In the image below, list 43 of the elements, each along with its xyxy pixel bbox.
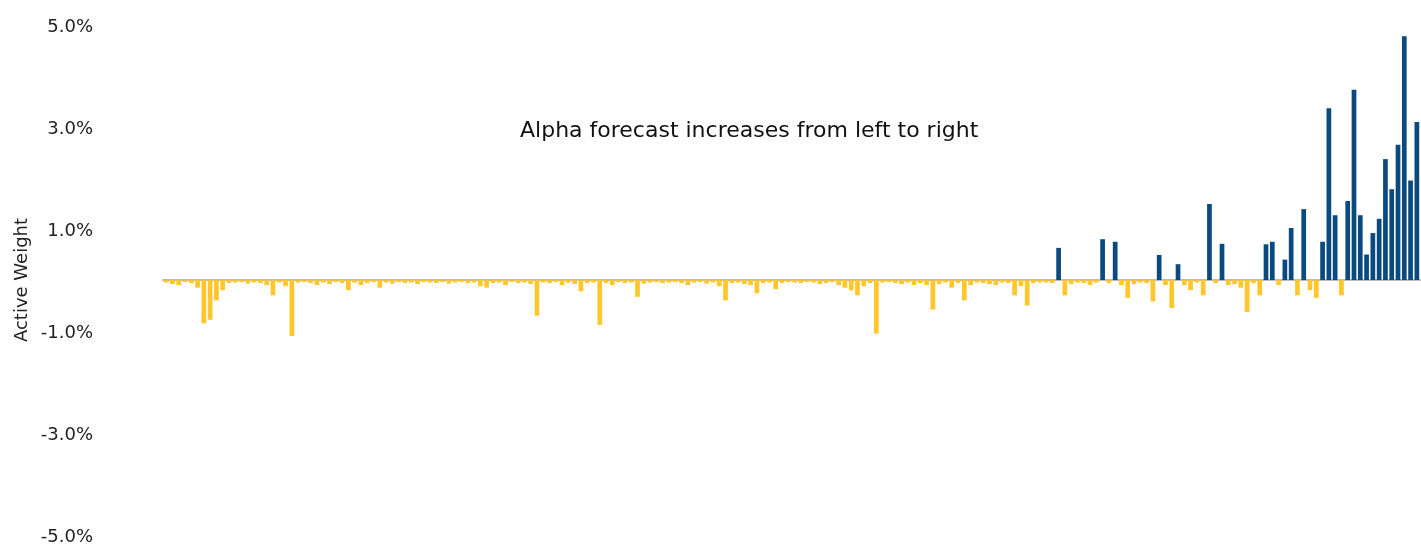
bar (999, 280, 1005, 283)
bar (1345, 200, 1351, 280)
bar (1295, 280, 1300, 296)
y-tick-label: -1.0% (40, 320, 93, 342)
y-tick-label: -5.0% (40, 524, 93, 544)
bar (691, 280, 697, 283)
bar (647, 280, 653, 283)
bar (1156, 255, 1162, 280)
bar (1194, 280, 1200, 283)
bar (1200, 280, 1206, 296)
y-tick-label: -3.0% (40, 422, 93, 444)
bar (1313, 280, 1319, 298)
bar (666, 280, 672, 283)
bar (446, 280, 452, 284)
bar (1100, 239, 1105, 280)
bar (1049, 280, 1055, 284)
bar (1288, 227, 1294, 280)
y-tick-label: 1.0% (47, 218, 93, 240)
bar (735, 280, 741, 283)
annotation: Alpha forecast increases from left to right (520, 116, 979, 142)
bar (974, 280, 980, 283)
bar (1056, 247, 1061, 280)
bar (1213, 280, 1219, 284)
bar (471, 280, 477, 283)
bar (1301, 209, 1307, 280)
bar (1339, 280, 1344, 296)
bar (163, 280, 169, 283)
bar (710, 280, 716, 283)
bar (383, 280, 389, 283)
bar (1112, 241, 1118, 280)
bar (1269, 241, 1275, 280)
y-tick-label: 3.0% (47, 116, 93, 138)
bar (295, 280, 301, 283)
bar (1093, 280, 1099, 283)
y-axis-title: Active Weight (10, 217, 32, 343)
bar (1276, 280, 1281, 286)
bar (1320, 241, 1325, 280)
bar (1043, 280, 1049, 283)
bar (1332, 215, 1338, 280)
bar (427, 280, 433, 283)
bar (251, 280, 257, 283)
y-tick-label: 5.0% (47, 14, 93, 36)
bar (1207, 204, 1212, 280)
